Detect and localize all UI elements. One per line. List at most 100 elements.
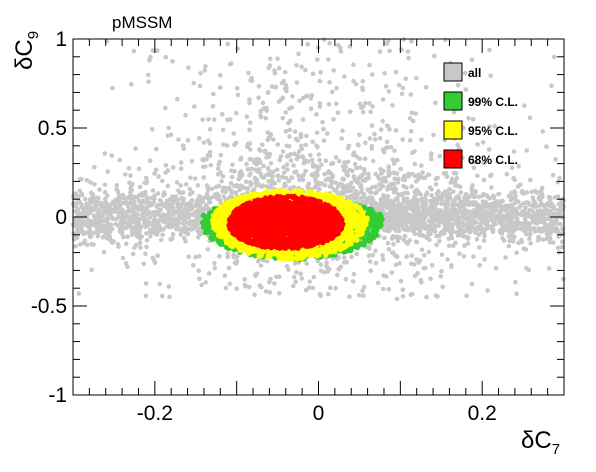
point-all — [512, 224, 517, 229]
point-all — [234, 86, 240, 91]
point-all — [356, 143, 361, 148]
point-all — [244, 161, 249, 167]
point-all — [396, 219, 402, 224]
point-all — [183, 238, 188, 244]
point-all — [419, 280, 424, 285]
point-all — [189, 203, 194, 208]
point-all — [138, 245, 143, 250]
point-all — [266, 65, 272, 71]
point-all — [314, 130, 320, 135]
point-all — [450, 200, 455, 206]
point-all — [377, 49, 383, 54]
point-all — [225, 254, 231, 260]
point-all — [130, 199, 136, 205]
point-all — [540, 237, 546, 242]
point-all — [311, 164, 317, 169]
point-all — [386, 247, 392, 252]
point-all — [340, 164, 346, 169]
point-all — [164, 224, 169, 229]
point-all — [146, 79, 151, 84]
point-all — [183, 112, 188, 118]
point-all — [160, 293, 165, 299]
point-all — [426, 249, 432, 255]
point-all — [119, 229, 124, 234]
point-all — [312, 185, 318, 190]
point-all — [142, 215, 147, 221]
point-all — [101, 250, 107, 255]
point-all — [321, 138, 327, 143]
point-all — [416, 172, 421, 178]
point-all — [363, 101, 368, 106]
point-all — [182, 207, 188, 212]
point-all — [234, 286, 239, 291]
point-all — [381, 273, 386, 278]
point-all — [462, 70, 468, 76]
point-all — [325, 266, 331, 271]
point-all — [136, 166, 142, 172]
point-all — [521, 200, 527, 206]
point-all — [184, 182, 189, 187]
point-all — [293, 136, 299, 142]
point-all — [422, 265, 428, 271]
point-all — [167, 209, 172, 214]
point-all — [418, 218, 423, 223]
point-all — [301, 172, 307, 178]
point-all — [317, 78, 323, 84]
point-all — [124, 224, 130, 230]
point-all — [196, 253, 202, 259]
point-all — [316, 166, 322, 171]
point-all — [322, 183, 328, 188]
point-all — [291, 283, 296, 289]
point-all — [506, 233, 512, 239]
point-all — [201, 158, 206, 163]
point-all — [75, 209, 80, 215]
point-all — [110, 208, 116, 213]
point-all — [387, 201, 393, 207]
point-all — [221, 142, 226, 147]
point-all — [408, 92, 414, 97]
point-all — [333, 101, 339, 107]
point-all — [326, 169, 332, 174]
point-all — [126, 166, 132, 171]
point-all — [390, 103, 395, 108]
point-all — [405, 191, 410, 196]
point-all — [551, 205, 556, 210]
point-all — [386, 287, 392, 292]
point-all — [280, 174, 285, 180]
point-all — [337, 182, 343, 187]
point-all — [268, 161, 274, 166]
point-all — [277, 157, 283, 163]
point-all — [403, 76, 409, 82]
point-all — [298, 131, 304, 137]
point-all — [410, 171, 415, 177]
point-all — [288, 158, 294, 163]
point-all — [143, 209, 148, 214]
point-all — [507, 238, 513, 243]
point-all — [89, 199, 94, 205]
point-all — [475, 173, 480, 179]
point-all — [360, 85, 365, 91]
point-all — [379, 171, 384, 176]
point-all — [80, 231, 86, 237]
point-all — [195, 183, 201, 188]
point-all — [481, 205, 487, 211]
point-all — [324, 260, 330, 266]
point-all — [275, 173, 280, 179]
point-all — [264, 184, 270, 189]
point-all — [77, 242, 83, 247]
point-all — [244, 114, 250, 119]
point-all — [96, 200, 101, 205]
point-all — [228, 61, 234, 66]
point-all — [435, 218, 440, 223]
point-all — [451, 189, 456, 194]
point-all — [129, 82, 134, 87]
point-all — [470, 117, 476, 122]
point-all — [403, 239, 409, 245]
point-all — [514, 250, 519, 256]
point-all — [178, 183, 183, 188]
point-all — [89, 222, 95, 228]
point-all — [212, 261, 217, 266]
point-all — [412, 227, 417, 232]
point-all — [537, 194, 542, 200]
point-all — [527, 236, 532, 241]
